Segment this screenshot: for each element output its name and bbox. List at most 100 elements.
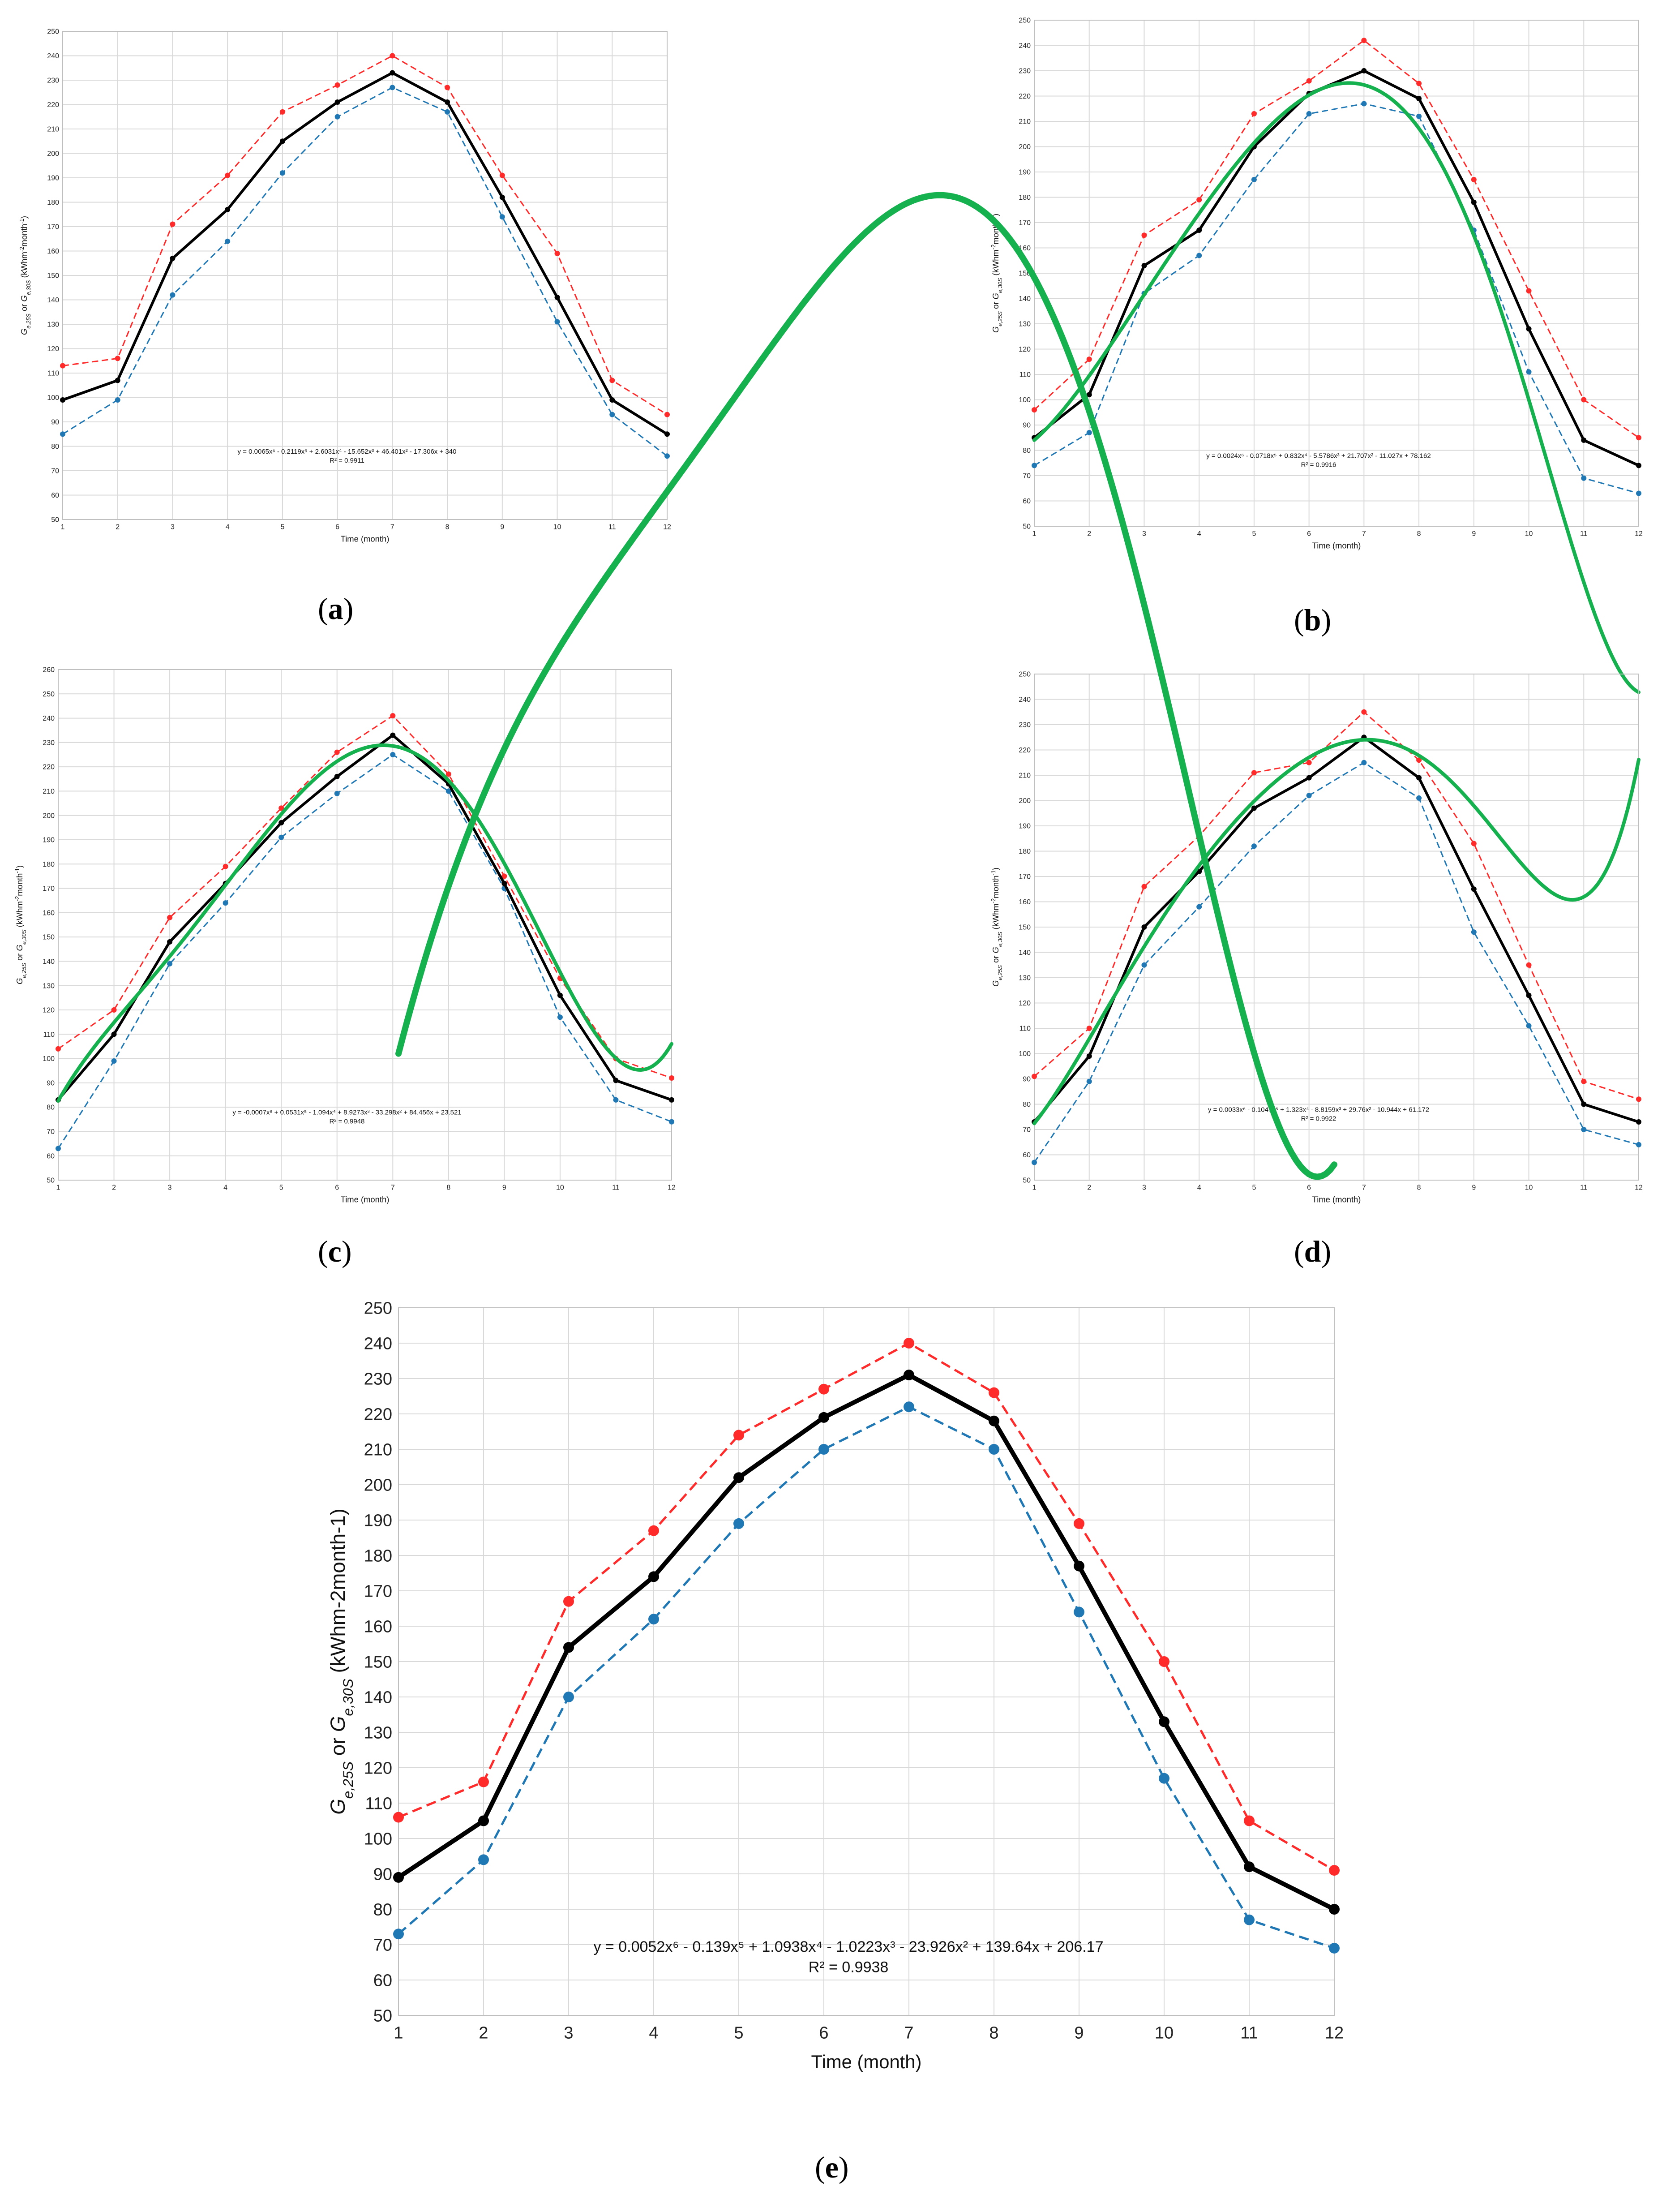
series-line-red-dashed (1033, 39, 1639, 438)
chart-panel-e: 5060708090100110120130140150160170180190… (326, 192, 1344, 2072)
y-tick-label: 170 (43, 885, 55, 893)
data-point-blue-dashed (170, 292, 176, 298)
data-point-red-dashed (1251, 111, 1257, 117)
trendline-equation: y = 0.0065x⁶ - 0.2119x⁵ + 2.6031x⁴ - 15.… (238, 448, 457, 455)
data-point-red-dashed (1636, 435, 1641, 441)
data-point-black-solid (557, 992, 563, 998)
data-point-blue-dashed (1244, 1914, 1255, 1925)
data-point-red-dashed (478, 1776, 489, 1787)
y-tick-label: 110 (1019, 371, 1031, 379)
data-point-blue-dashed (334, 790, 340, 796)
data-point-black-solid (478, 1815, 489, 1826)
data-point-black-solid (501, 881, 507, 886)
y-tick-label: 140 (43, 958, 55, 966)
x-tick-label: 9 (1472, 1184, 1476, 1192)
data-point-black-solid (278, 820, 284, 825)
y-tick-label: 120 (364, 1759, 392, 1778)
data-point-blue-dashed (1032, 463, 1037, 468)
grid-lines (1034, 674, 1639, 1181)
data-point-blue-dashed (563, 1692, 574, 1702)
trendline-equation: y = 0.0024x⁶ - 0.0718x⁵ + 0.832x⁴ - 5.57… (1206, 452, 1431, 460)
poly-trend-line (395, 192, 1337, 1180)
y-tick-label: 80 (51, 443, 59, 451)
data-point-red-dashed (664, 412, 670, 417)
x-tick-label: 10 (1155, 2023, 1174, 2042)
data-point-red-dashed (223, 863, 228, 869)
data-point-blue-dashed (1032, 1160, 1037, 1165)
data-point-black-solid (1416, 96, 1422, 102)
data-point-red-dashed (1032, 407, 1037, 413)
data-point-blue-dashed (613, 1097, 619, 1103)
data-point-blue-dashed (733, 1518, 744, 1529)
data-point-red-dashed (609, 378, 615, 383)
data-point-blue-dashed (1306, 793, 1312, 799)
y-tick-label: 240 (47, 52, 59, 60)
y-tick-label: 170 (1019, 873, 1031, 881)
data-point-black-solid (1581, 1101, 1587, 1107)
x-tick-label: 7 (391, 1184, 395, 1192)
data-point-red-dashed (334, 82, 340, 88)
grid-lines (398, 1307, 1335, 2016)
data-point-red-dashed (1141, 884, 1147, 889)
data-point-black-solid (664, 431, 670, 437)
y-tick-label: 130 (43, 982, 55, 990)
panel-label-d: (d) (1294, 1234, 1332, 1268)
r-squared-label: R² = 0.9911 (330, 457, 364, 464)
y-tick-label: 220 (43, 764, 55, 771)
x-tick-label: 1 (394, 2023, 403, 2042)
poly-trend-line (56, 743, 673, 1103)
y-tick-label: 110 (43, 1031, 55, 1039)
y-tick-label: 250 (1019, 17, 1031, 25)
data-point-red-dashed (390, 53, 395, 59)
x-tick-label: 11 (612, 1184, 620, 1192)
data-point-black-solid (554, 295, 560, 301)
data-point-blue-dashed (223, 900, 228, 906)
data-point-red-dashed (1471, 841, 1477, 846)
data-point-black-solid (225, 206, 231, 212)
y-tick-label: 230 (43, 739, 55, 747)
x-tick-label: 3 (564, 2023, 573, 2042)
y-tick-label: 160 (1019, 245, 1031, 252)
y-tick-label: 120 (47, 345, 59, 353)
y-tick-label: 90 (373, 1865, 392, 1884)
data-point-black-solid (334, 773, 340, 779)
data-point-blue-dashed (1636, 1142, 1641, 1147)
y-tick-label: 140 (47, 296, 59, 304)
y-tick-label: 190 (1019, 169, 1031, 176)
data-point-red-dashed (167, 915, 173, 920)
y-tick-label: 130 (1019, 321, 1031, 328)
y-tick-label: 220 (47, 101, 59, 109)
data-point-black-solid (1086, 392, 1092, 398)
data-point-blue-dashed (818, 1444, 829, 1455)
y-tick-label: 160 (43, 909, 55, 917)
y-tick-label: 120 (1019, 346, 1031, 353)
x-tick-label: 6 (335, 524, 339, 531)
data-point-blue-dashed (279, 170, 285, 176)
y-tick-label: 100 (47, 394, 59, 402)
plot-area-border (398, 1307, 1335, 2016)
data-point-blue-dashed (1086, 430, 1092, 435)
data-point-black-solid (1074, 1560, 1084, 1572)
data-point-red-dashed (1306, 760, 1312, 765)
series-line-red-dashed (398, 1342, 1335, 1872)
data-point-black-solid (669, 1097, 674, 1103)
x-tick-label: 4 (1197, 530, 1201, 538)
y-tick-label: 90 (1023, 1076, 1031, 1083)
y-tick-label: 100 (43, 1055, 55, 1063)
y-tick-label: 60 (373, 1971, 392, 1990)
data-point-blue-dashed (1581, 1127, 1587, 1132)
series-line-black-solid (397, 1372, 1336, 1911)
series-line-blue-dashed (1034, 103, 1639, 494)
x-tick-label: 3 (168, 1184, 172, 1192)
data-point-blue-dashed (390, 752, 396, 757)
data-point-blue-dashed (393, 1929, 404, 1940)
y-tick-label: 210 (43, 788, 55, 795)
panel-label-c: (c) (318, 1234, 352, 1268)
data-point-red-dashed (733, 1430, 744, 1441)
y-axis-title: Ge,25S or Ge,30S (kWhm-2month-1) (990, 868, 1003, 987)
y-tick-label: 190 (43, 837, 55, 844)
data-point-blue-dashed (1636, 490, 1641, 496)
y-tick-label: 120 (1019, 1000, 1031, 1007)
series-line-black-solid (62, 71, 668, 435)
x-tick-label: 2 (1087, 530, 1091, 538)
